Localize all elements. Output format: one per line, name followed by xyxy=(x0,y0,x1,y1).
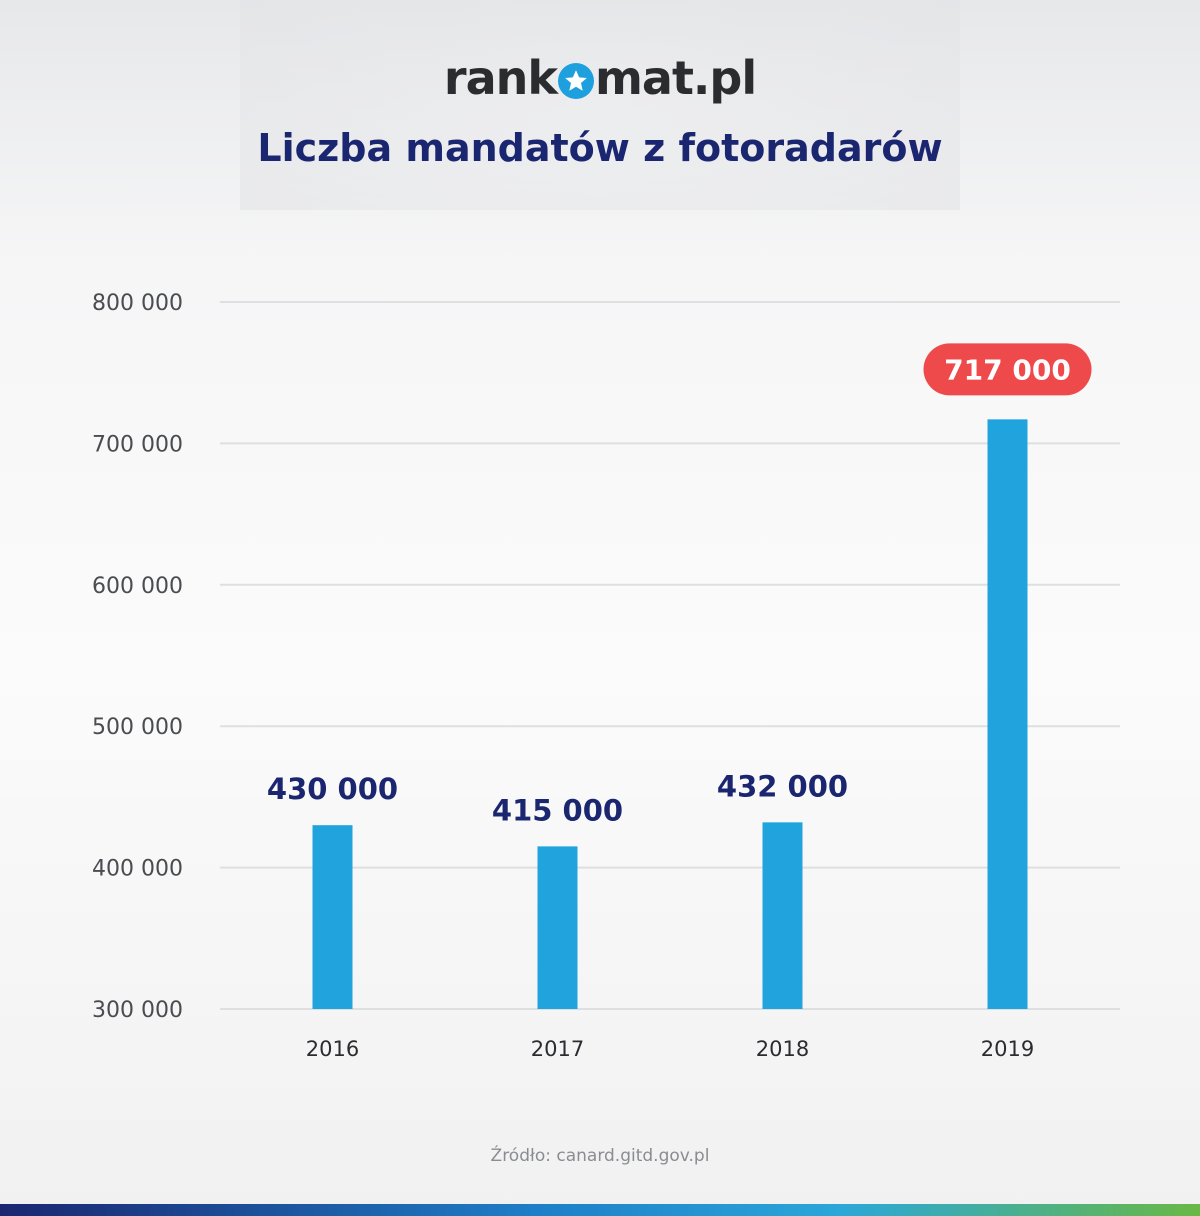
y-tick-label: 400 000 xyxy=(92,857,183,882)
y-tick-label: 600 000 xyxy=(92,574,183,599)
star-icon xyxy=(557,63,594,99)
bar xyxy=(537,846,578,1009)
data-label: 432 000 xyxy=(717,769,848,803)
chart-title: Liczba mandatów z fotoradarów xyxy=(257,126,943,170)
x-tick-label: 2018 xyxy=(756,1037,809,1061)
y-tick-label: 500 000 xyxy=(92,715,183,740)
highlight-badge xyxy=(923,343,1092,396)
x-tick-label: 2016 xyxy=(306,1037,359,1061)
bottom-color-bar xyxy=(0,1204,1200,1216)
y-tick-label: 800 000 xyxy=(92,291,183,316)
logo-text-suffix: mat.pl xyxy=(594,51,757,105)
y-tick-label: 300 000 xyxy=(92,998,183,1023)
source-note: Źródło: canard.gitd.gov.pl xyxy=(490,1146,710,1166)
data-label: 415 000 xyxy=(492,793,623,827)
x-tick-label: 2019 xyxy=(981,1037,1034,1061)
bar xyxy=(987,419,1028,1009)
logo-text-prefix: rank xyxy=(443,51,558,105)
brand-logo: rank mat.pl xyxy=(0,48,1200,108)
bar xyxy=(312,825,353,1009)
data-label: 717 000 xyxy=(944,353,1071,386)
x-tick-label: 2017 xyxy=(531,1037,584,1061)
y-tick-label: 700 000 xyxy=(92,432,183,457)
data-label: 430 000 xyxy=(267,772,398,806)
bar xyxy=(762,822,803,1009)
